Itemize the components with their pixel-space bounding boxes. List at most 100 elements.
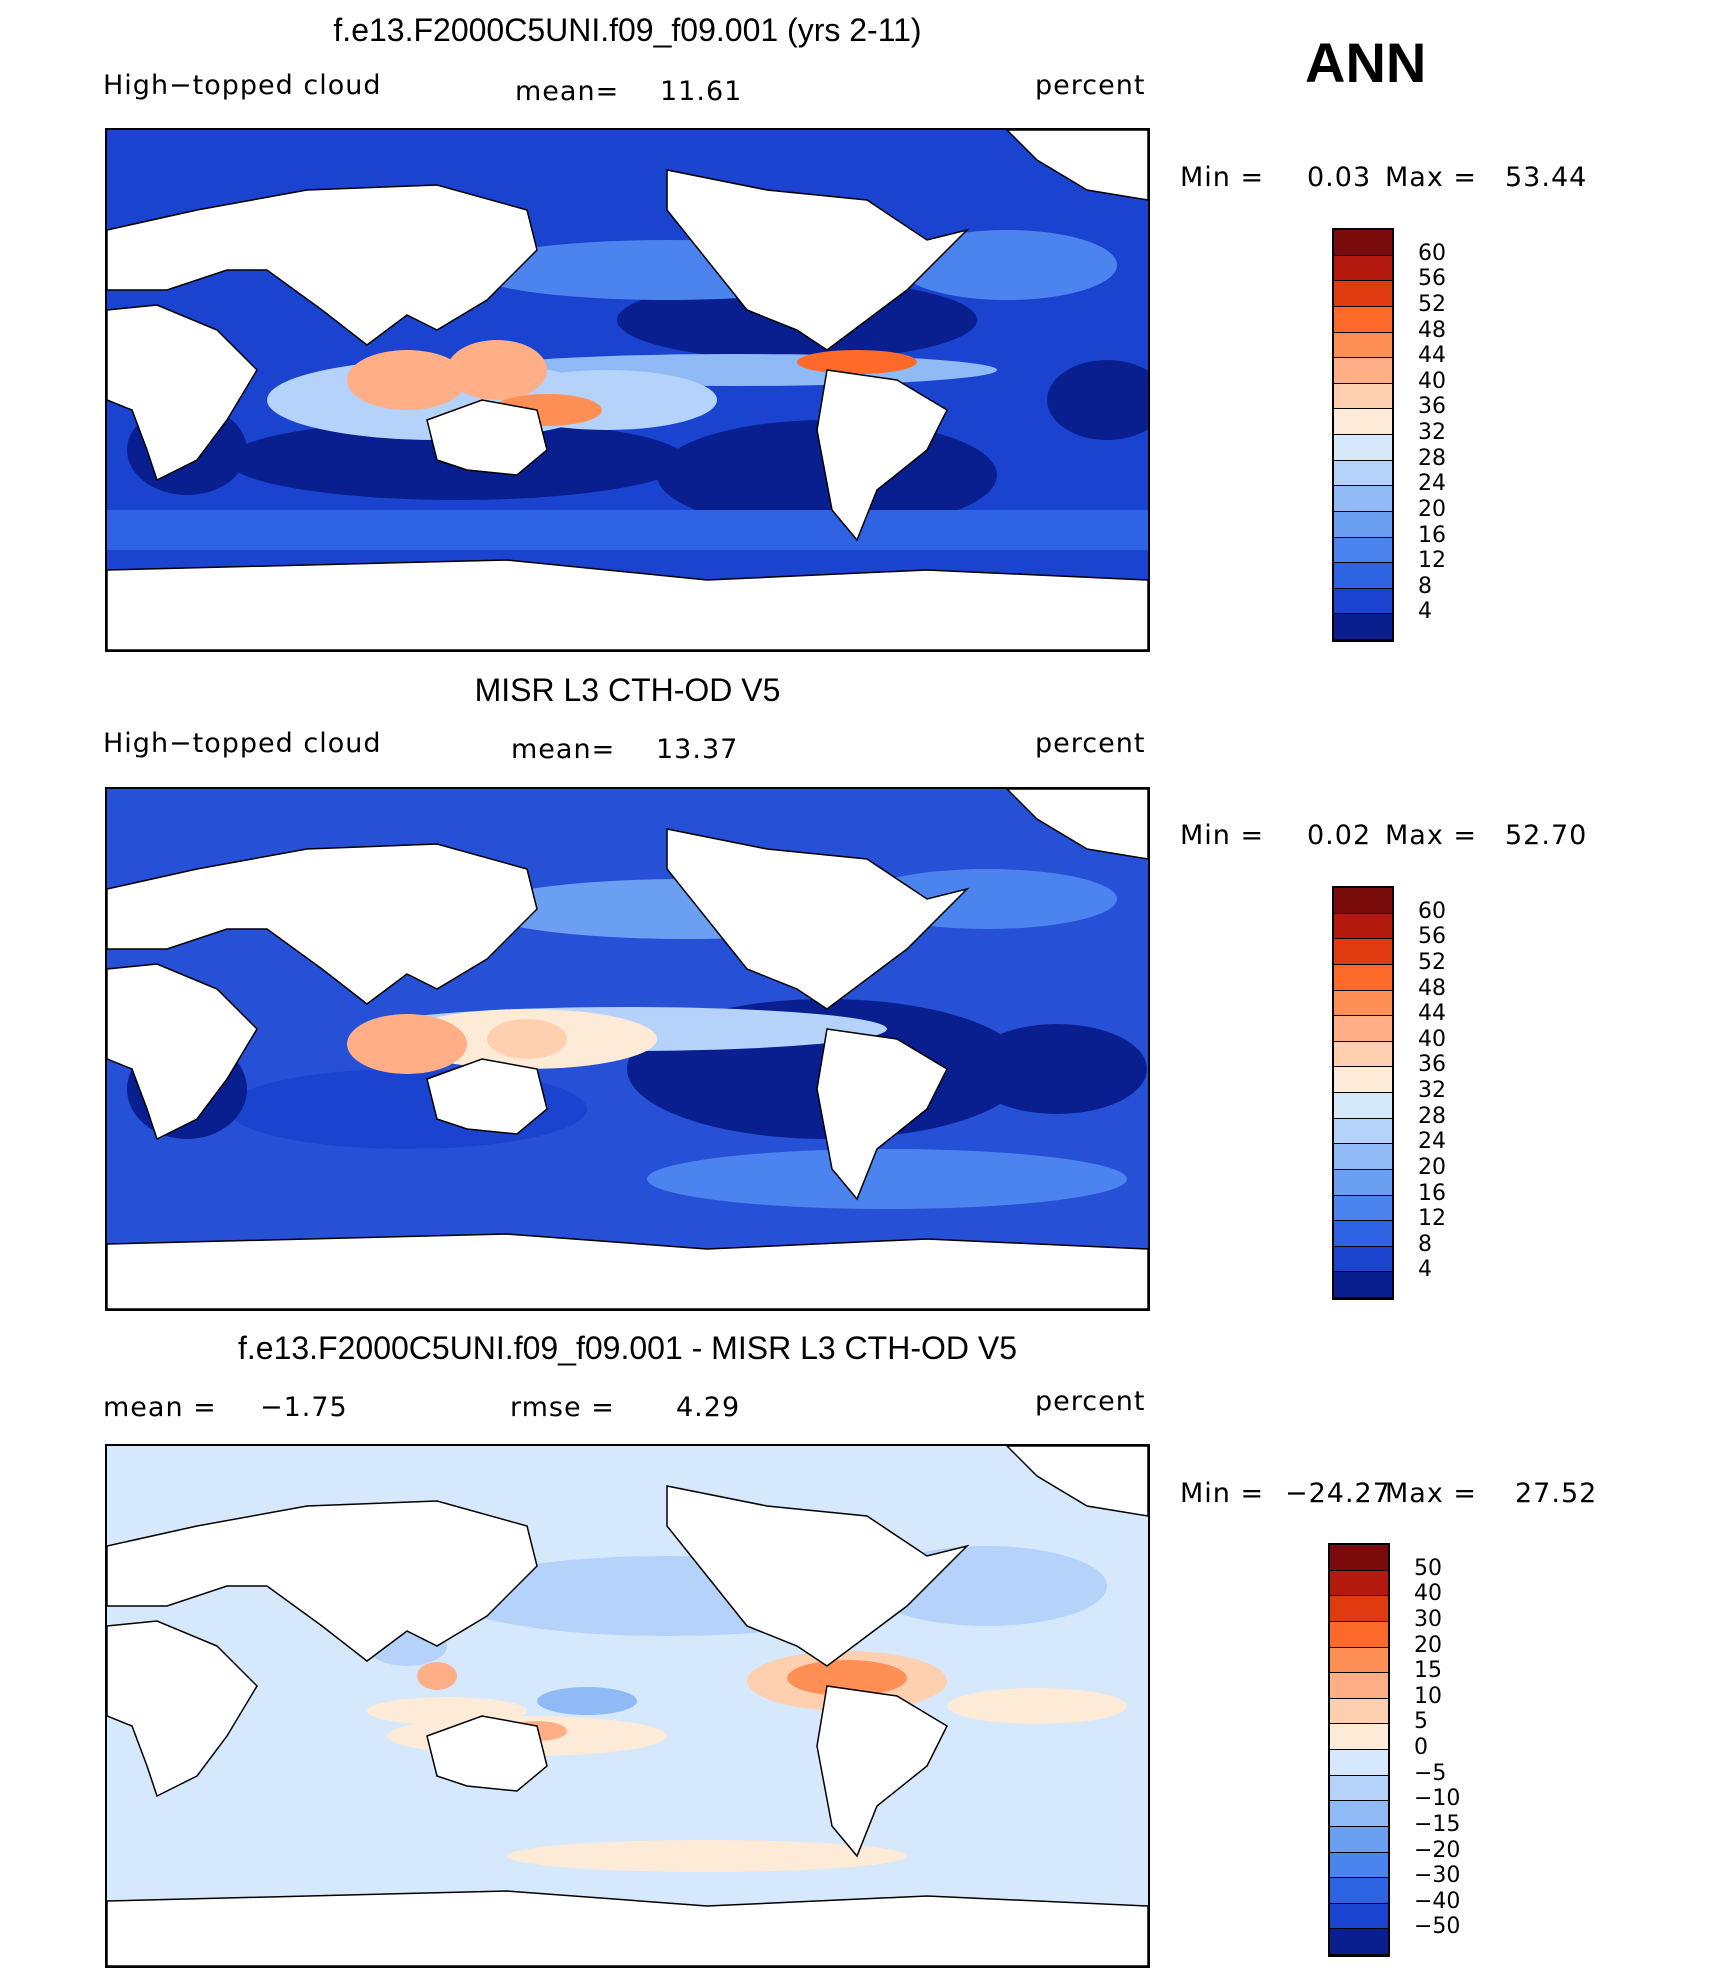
colorbar-tick-label: −20 xyxy=(1414,1837,1461,1863)
colorbar-tick-label: 16 xyxy=(1418,522,1446,548)
panel-model-max-value: 53.44 xyxy=(1505,162,1588,193)
panel-diff-min-value: −24.27 xyxy=(1285,1478,1391,1509)
land-masses xyxy=(107,1446,1148,1966)
colorbar-tick-label: 28 xyxy=(1418,445,1446,471)
colorbar-tick-label: 5 xyxy=(1414,1709,1428,1735)
colorbar-tick-label: 40 xyxy=(1418,368,1446,394)
eurasia xyxy=(107,843,538,1005)
colorbar-box xyxy=(1334,913,1392,940)
colorbar-box xyxy=(1334,358,1392,384)
colorbar-box xyxy=(1330,1852,1388,1879)
colorbar-tick-label: 36 xyxy=(1418,1052,1446,1078)
field-contour xyxy=(797,350,917,374)
colorbar-box xyxy=(1334,1144,1392,1170)
panel-obs-mean-label: mean= xyxy=(511,734,616,765)
north-america xyxy=(666,828,970,1010)
north-america xyxy=(666,1485,970,1667)
south-america xyxy=(816,1028,948,1201)
panel-diff-max-label: Max = xyxy=(1385,1478,1478,1509)
colorbar-tick-label: 50 xyxy=(1414,1555,1442,1581)
panel-obs-map-svg xyxy=(107,789,1148,1309)
colorbar-box xyxy=(1330,1647,1388,1674)
colorbar-box xyxy=(1334,1016,1392,1042)
greenland xyxy=(1005,789,1148,860)
colorbar-box xyxy=(1334,1246,1392,1273)
field-contour xyxy=(897,230,1117,300)
africa xyxy=(107,1620,258,1798)
colorbar-box xyxy=(1334,614,1392,640)
colorbar-tick-label: 36 xyxy=(1418,394,1446,420)
colorbar-tick-label: 52 xyxy=(1418,291,1446,317)
panel-obs-title: MISR L3 CTH-OD V5 xyxy=(474,672,781,708)
colorbar-box xyxy=(1330,1826,1388,1853)
colorbar-box xyxy=(1334,435,1392,461)
colorbar-box xyxy=(1334,1169,1392,1196)
colorbar-tick-label: 20 xyxy=(1418,1154,1446,1180)
colorbar-tick-label: −30 xyxy=(1414,1863,1461,1889)
australia xyxy=(426,1715,548,1792)
greenland xyxy=(1005,1446,1148,1517)
panel-obs-min-value: 0.02 xyxy=(1307,820,1372,851)
greenland xyxy=(1005,130,1148,201)
colorbar-box xyxy=(1330,1570,1388,1597)
colorbar-box xyxy=(1334,1221,1392,1247)
colorbar-box xyxy=(1334,511,1392,538)
colorbar-tick-label: −40 xyxy=(1414,1888,1461,1914)
colorbar-tick-label: 30 xyxy=(1414,1606,1442,1632)
field-contour xyxy=(537,1687,637,1715)
colorbar-tick-label: 0 xyxy=(1414,1735,1428,1760)
panel-diff-max-value: 27.52 xyxy=(1515,1478,1598,1509)
panel-diff-rmse-label: rmse = xyxy=(510,1392,615,1423)
colorbar-box xyxy=(1334,1195,1392,1222)
colorbar-tick-label: 40 xyxy=(1414,1581,1442,1607)
panel-diff-units: percent xyxy=(1035,1386,1146,1417)
panel-model-title: f.e13.F2000C5UNI.f09_f09.001 (yrs 2-11) xyxy=(333,12,922,48)
colorbar-box xyxy=(1334,939,1392,965)
australia xyxy=(426,399,548,476)
panel-diff-map-svg xyxy=(107,1446,1148,1966)
antarctica xyxy=(107,559,1148,650)
field-contour xyxy=(507,1840,907,1872)
colorbar-box xyxy=(1330,1775,1388,1802)
colorbar-tick-label: 32 xyxy=(1418,1078,1446,1103)
colorbar-tick-label: 12 xyxy=(1418,548,1446,574)
antarctica xyxy=(107,1890,1148,1966)
colorbar-tick-label: 4 xyxy=(1418,1257,1432,1283)
africa xyxy=(107,304,258,482)
colorbar-box xyxy=(1334,486,1392,512)
colorbar-box xyxy=(1330,1724,1388,1750)
colorbar-box xyxy=(1334,1118,1392,1145)
field-contour xyxy=(107,510,1148,550)
colorbar-tick-label: 20 xyxy=(1414,1632,1442,1658)
colorbar-tick-label: 48 xyxy=(1418,317,1446,343)
panel-diff-mean-label: mean = xyxy=(103,1392,217,1423)
panel-obs-variable-label: High−topped cloud xyxy=(103,728,382,759)
panel-model-map xyxy=(105,128,1150,652)
panel-model-min-value: 0.03 xyxy=(1307,162,1372,193)
colorbar-tick-label: 20 xyxy=(1418,496,1446,522)
panel-model-min-label: Min = xyxy=(1180,162,1265,193)
colorbar-box xyxy=(1334,537,1392,564)
colorbar-box xyxy=(1334,964,1392,991)
panel-model-variable-label: High−topped cloud xyxy=(103,70,382,101)
colorbar-box xyxy=(1334,409,1392,435)
panel-diff-rmse-value: 4.29 xyxy=(676,1392,741,1423)
colorbar-box xyxy=(1330,1698,1388,1725)
panel-diff-title: f.e13.F2000C5UNI.f09_f09.001 - MISR L3 C… xyxy=(237,1330,1017,1366)
colorbar-box xyxy=(1330,1878,1388,1904)
colorbar-tick-label: 60 xyxy=(1418,240,1446,266)
panel-model-units: percent xyxy=(1035,70,1146,101)
colorbar-tick-label: 56 xyxy=(1418,924,1446,950)
colorbar-tick-label: 16 xyxy=(1418,1180,1446,1206)
field-contour xyxy=(417,1662,457,1690)
colorbar-tick-label: 60 xyxy=(1418,898,1446,924)
land-masses xyxy=(107,130,1148,650)
panel-diff-map xyxy=(105,1444,1150,1968)
eurasia xyxy=(107,1500,538,1662)
colorbar-tick-label: −5 xyxy=(1414,1760,1447,1786)
colorbar-box xyxy=(1334,281,1392,307)
colorbar-tick-label: 56 xyxy=(1418,266,1446,292)
colorbar-tick-label: −10 xyxy=(1414,1786,1461,1812)
colorbar-tick-label: 24 xyxy=(1418,471,1446,497)
colorbar-box xyxy=(1330,1621,1388,1648)
